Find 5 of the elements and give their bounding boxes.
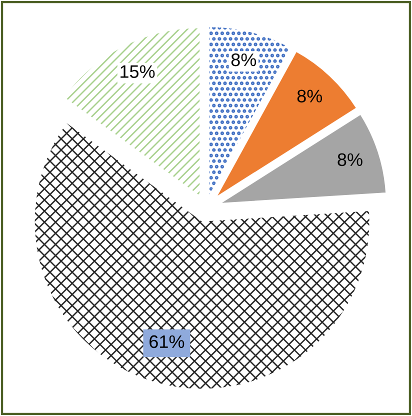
data-label: 61% [150,335,184,348]
data-label: 8% [297,90,322,102]
data-label: 8% [338,153,362,166]
data-label: 15% [120,65,155,78]
data-label: 8% [231,53,256,66]
